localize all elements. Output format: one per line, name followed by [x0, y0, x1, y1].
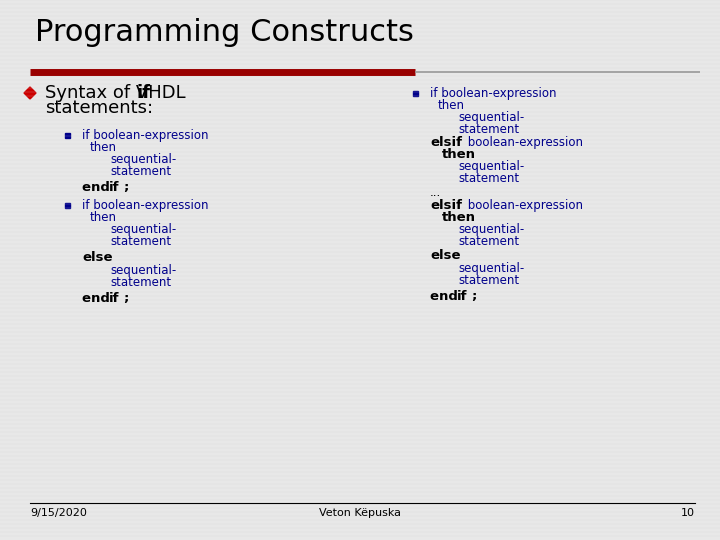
- Text: if: if: [109, 292, 120, 305]
- Text: statement: statement: [458, 172, 519, 185]
- Text: statements:: statements:: [45, 99, 153, 117]
- Text: statement: statement: [110, 235, 171, 248]
- Text: sequential-: sequential-: [110, 153, 176, 166]
- Polygon shape: [65, 132, 70, 138]
- Text: if boolean-expression: if boolean-expression: [82, 199, 209, 212]
- Text: Programming Constructs: Programming Constructs: [35, 18, 414, 47]
- Text: end: end: [82, 181, 114, 194]
- Text: ;: ;: [471, 290, 477, 303]
- Text: if: if: [136, 84, 150, 102]
- Polygon shape: [24, 87, 36, 99]
- Text: boolean-expression: boolean-expression: [464, 136, 583, 149]
- Text: sequential-: sequential-: [110, 264, 176, 277]
- Text: then: then: [90, 211, 117, 224]
- Text: sequential-: sequential-: [458, 111, 524, 124]
- Text: 9/15/2020: 9/15/2020: [30, 508, 87, 518]
- Text: elsif: elsif: [430, 199, 462, 212]
- Text: end: end: [82, 292, 114, 305]
- Text: then: then: [438, 99, 465, 112]
- Text: else: else: [82, 251, 112, 264]
- Text: if boolean-expression: if boolean-expression: [82, 129, 209, 142]
- Text: else: else: [430, 249, 461, 262]
- Polygon shape: [65, 202, 70, 207]
- Text: 10: 10: [681, 508, 695, 518]
- Text: statement: statement: [458, 235, 519, 248]
- Text: sequential-: sequential-: [458, 160, 524, 173]
- Text: statement: statement: [110, 165, 171, 178]
- Text: end: end: [430, 290, 462, 303]
- Text: statement: statement: [458, 274, 519, 287]
- Text: ;: ;: [123, 181, 128, 194]
- Text: then: then: [442, 211, 476, 224]
- Text: ...: ...: [430, 186, 441, 199]
- Polygon shape: [413, 91, 418, 96]
- Text: sequential-: sequential-: [458, 223, 524, 236]
- Text: boolean-expression: boolean-expression: [464, 199, 583, 212]
- Text: if boolean-expression: if boolean-expression: [430, 87, 557, 100]
- Text: if: if: [109, 181, 120, 194]
- Text: if: if: [457, 290, 467, 303]
- Text: then: then: [90, 141, 117, 154]
- Text: Syntax of VHDL: Syntax of VHDL: [45, 84, 192, 102]
- Text: ;: ;: [123, 292, 128, 305]
- Text: then: then: [442, 148, 476, 161]
- Text: elsif: elsif: [430, 136, 462, 149]
- Text: statement: statement: [110, 276, 171, 289]
- Text: statement: statement: [458, 123, 519, 136]
- Text: Veton Këpuska: Veton Këpuska: [319, 508, 401, 518]
- Text: sequential-: sequential-: [110, 223, 176, 236]
- Text: sequential-: sequential-: [458, 262, 524, 275]
